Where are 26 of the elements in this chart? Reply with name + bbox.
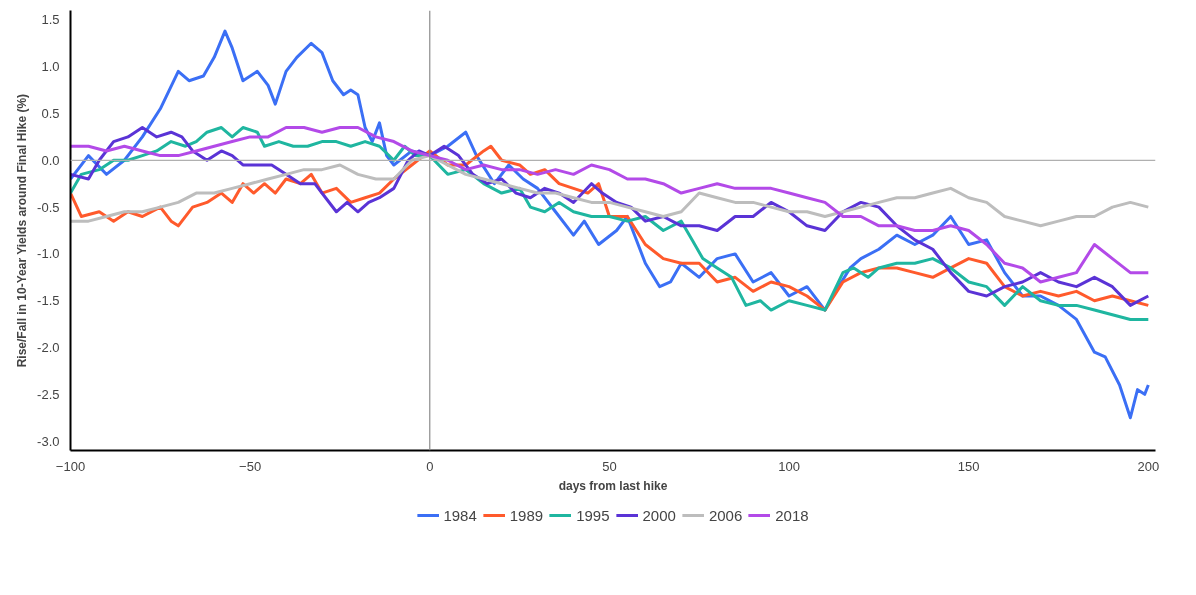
x-tick-label: 200 xyxy=(1137,458,1160,474)
y-tick-label: 0.5 xyxy=(41,105,60,121)
legend-label: 2018 xyxy=(775,506,809,524)
legend-label: 1984 xyxy=(443,506,477,524)
x-tick-label: 0 xyxy=(426,458,434,474)
legend-label: 2006 xyxy=(708,506,743,524)
y-tick-label: -3.0 xyxy=(37,433,60,449)
line-series xyxy=(70,154,1150,228)
x-tick-label: 100 xyxy=(778,458,800,474)
x-axis-title: days from last hike xyxy=(558,478,668,493)
y-axis-title: Rise/Fall in 10-Year Yields around Final Hike (%) xyxy=(15,93,30,368)
x-tick-label: 50 xyxy=(602,458,617,474)
y-tick-label: 1.0 xyxy=(41,59,60,75)
legend-label: 1995 xyxy=(576,506,610,524)
legend-label: 1989 xyxy=(509,506,544,524)
y-tick-label: 1.5 xyxy=(41,12,60,28)
y-tick-label: -0.5 xyxy=(37,199,60,215)
x-tick-label: −50 xyxy=(239,458,262,474)
y-tick-label: -2.0 xyxy=(37,340,60,356)
y-tick-label: -1.5 xyxy=(37,293,60,309)
legend-label: 2000 xyxy=(642,506,676,524)
x-tick-label: 150 xyxy=(957,458,980,474)
y-tick-label: -1.0 xyxy=(37,246,60,262)
x-tick-label: −100 xyxy=(55,458,86,474)
y-tick-label: -2.5 xyxy=(37,386,60,402)
y-tick-label: 0.0 xyxy=(41,152,60,168)
